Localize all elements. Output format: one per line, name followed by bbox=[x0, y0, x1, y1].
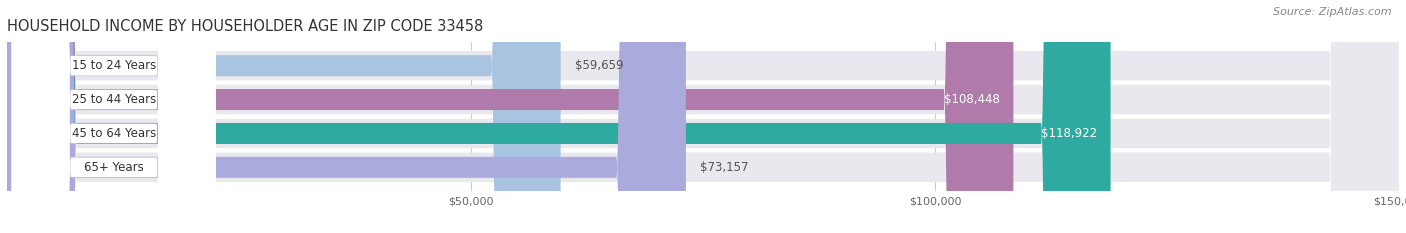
FancyBboxPatch shape bbox=[11, 0, 217, 233]
Text: 15 to 24 Years: 15 to 24 Years bbox=[72, 59, 156, 72]
FancyBboxPatch shape bbox=[7, 0, 1399, 233]
Text: Source: ZipAtlas.com: Source: ZipAtlas.com bbox=[1274, 7, 1392, 17]
FancyBboxPatch shape bbox=[7, 0, 1399, 233]
Text: $118,922: $118,922 bbox=[1040, 127, 1097, 140]
FancyBboxPatch shape bbox=[11, 0, 217, 233]
FancyBboxPatch shape bbox=[7, 0, 1014, 233]
FancyBboxPatch shape bbox=[7, 0, 1399, 233]
FancyBboxPatch shape bbox=[7, 0, 561, 233]
Text: 65+ Years: 65+ Years bbox=[84, 161, 143, 174]
FancyBboxPatch shape bbox=[7, 0, 686, 233]
Text: 25 to 44 Years: 25 to 44 Years bbox=[72, 93, 156, 106]
Text: HOUSEHOLD INCOME BY HOUSEHOLDER AGE IN ZIP CODE 33458: HOUSEHOLD INCOME BY HOUSEHOLDER AGE IN Z… bbox=[7, 19, 484, 34]
Text: $59,659: $59,659 bbox=[575, 59, 623, 72]
FancyBboxPatch shape bbox=[11, 0, 217, 233]
Text: 45 to 64 Years: 45 to 64 Years bbox=[72, 127, 156, 140]
FancyBboxPatch shape bbox=[7, 0, 1111, 233]
FancyBboxPatch shape bbox=[11, 0, 217, 233]
Text: $108,448: $108,448 bbox=[943, 93, 1000, 106]
FancyBboxPatch shape bbox=[7, 0, 1399, 233]
Text: $73,157: $73,157 bbox=[700, 161, 748, 174]
